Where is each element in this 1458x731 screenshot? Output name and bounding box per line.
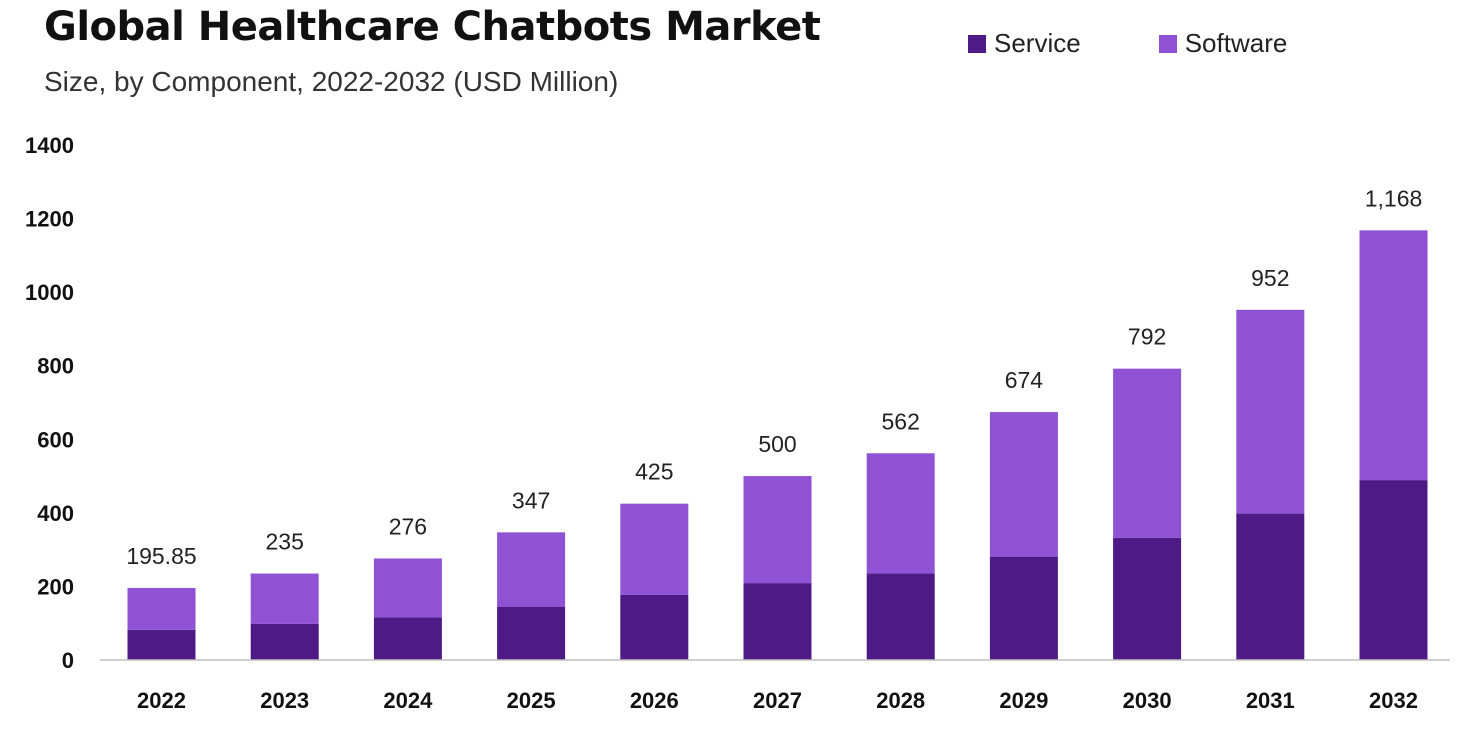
chart-title: Global Healthcare Chatbots Market bbox=[44, 4, 821, 50]
data-label-total-2030: 792 bbox=[1128, 324, 1166, 350]
x-tick-label-2031: 2031 bbox=[1246, 688, 1295, 713]
x-tick-label-2025: 2025 bbox=[507, 688, 556, 713]
y-tick-label: 800 bbox=[37, 354, 74, 379]
y-tick-label: 0 bbox=[62, 648, 74, 673]
bar-software-2032 bbox=[1359, 230, 1428, 481]
bar-service-2024 bbox=[373, 617, 442, 660]
bar-software-2028 bbox=[866, 453, 935, 574]
y-tick-label: 600 bbox=[37, 427, 74, 452]
bar-service-2022 bbox=[127, 629, 196, 660]
bar-service-2031 bbox=[1236, 513, 1305, 660]
data-label-total-2025: 347 bbox=[512, 487, 550, 513]
data-label-total-2026: 425 bbox=[635, 459, 673, 485]
x-tick-label-2022: 2022 bbox=[137, 688, 186, 713]
x-tick-label-2029: 2029 bbox=[999, 688, 1048, 713]
bar-software-2031 bbox=[1236, 309, 1305, 514]
x-tick-label-2023: 2023 bbox=[260, 688, 309, 713]
bar-service-2032 bbox=[1359, 480, 1428, 660]
x-tick-label-2026: 2026 bbox=[630, 688, 679, 713]
data-label-total-2031: 952 bbox=[1251, 265, 1289, 291]
bar-service-2027 bbox=[743, 583, 812, 660]
legend: Service Software bbox=[968, 28, 1287, 59]
bar-software-2030 bbox=[1113, 368, 1182, 538]
bar-software-2026 bbox=[620, 503, 689, 595]
bar-software-2022 bbox=[127, 587, 196, 630]
x-tick-label-2024: 2024 bbox=[383, 688, 433, 713]
legend-label-software: Software bbox=[1184, 28, 1288, 58]
y-tick-label: 1200 bbox=[25, 207, 74, 232]
x-tick-label-2028: 2028 bbox=[876, 688, 925, 713]
data-label-total-2022: 195.85 bbox=[126, 543, 196, 569]
legend-item-software: Software bbox=[1158, 28, 1288, 59]
bar-service-2030 bbox=[1113, 537, 1182, 660]
y-tick-label: 400 bbox=[37, 501, 74, 526]
chart-subtitle: Size, by Component, 2022-2032 (USD Milli… bbox=[44, 66, 619, 97]
bar-software-2025 bbox=[497, 532, 566, 607]
bar-service-2025 bbox=[497, 606, 566, 660]
bar-service-2026 bbox=[620, 594, 689, 660]
bar-service-2029 bbox=[989, 556, 1058, 660]
bar-software-2029 bbox=[989, 412, 1058, 557]
y-tick-label: 1400 bbox=[25, 133, 74, 158]
legend-swatch-service bbox=[968, 34, 986, 53]
bar-service-2023 bbox=[250, 623, 319, 660]
data-label-total-2024: 276 bbox=[389, 513, 427, 539]
x-tick-label-2032: 2032 bbox=[1369, 688, 1418, 713]
legend-item-service: Service bbox=[968, 28, 1081, 59]
data-label-total-2032: 1,168 bbox=[1365, 185, 1423, 211]
data-label-total-2027: 500 bbox=[758, 431, 796, 457]
data-label-total-2029: 674 bbox=[1005, 367, 1044, 393]
bar-service-2028 bbox=[866, 573, 935, 660]
bar-software-2023 bbox=[250, 573, 319, 624]
y-tick-label: 1000 bbox=[25, 280, 74, 305]
legend-label-service: Service bbox=[994, 28, 1081, 58]
y-tick-label: 200 bbox=[37, 574, 74, 599]
bar-software-2027 bbox=[743, 476, 812, 584]
data-label-total-2028: 562 bbox=[882, 408, 920, 434]
bar-software-2024 bbox=[373, 558, 442, 618]
data-label-total-2023: 235 bbox=[266, 529, 304, 555]
legend-swatch-software bbox=[1158, 34, 1177, 53]
x-tick-label-2027: 2027 bbox=[753, 688, 802, 713]
x-tick-label-2030: 2030 bbox=[1123, 688, 1172, 713]
